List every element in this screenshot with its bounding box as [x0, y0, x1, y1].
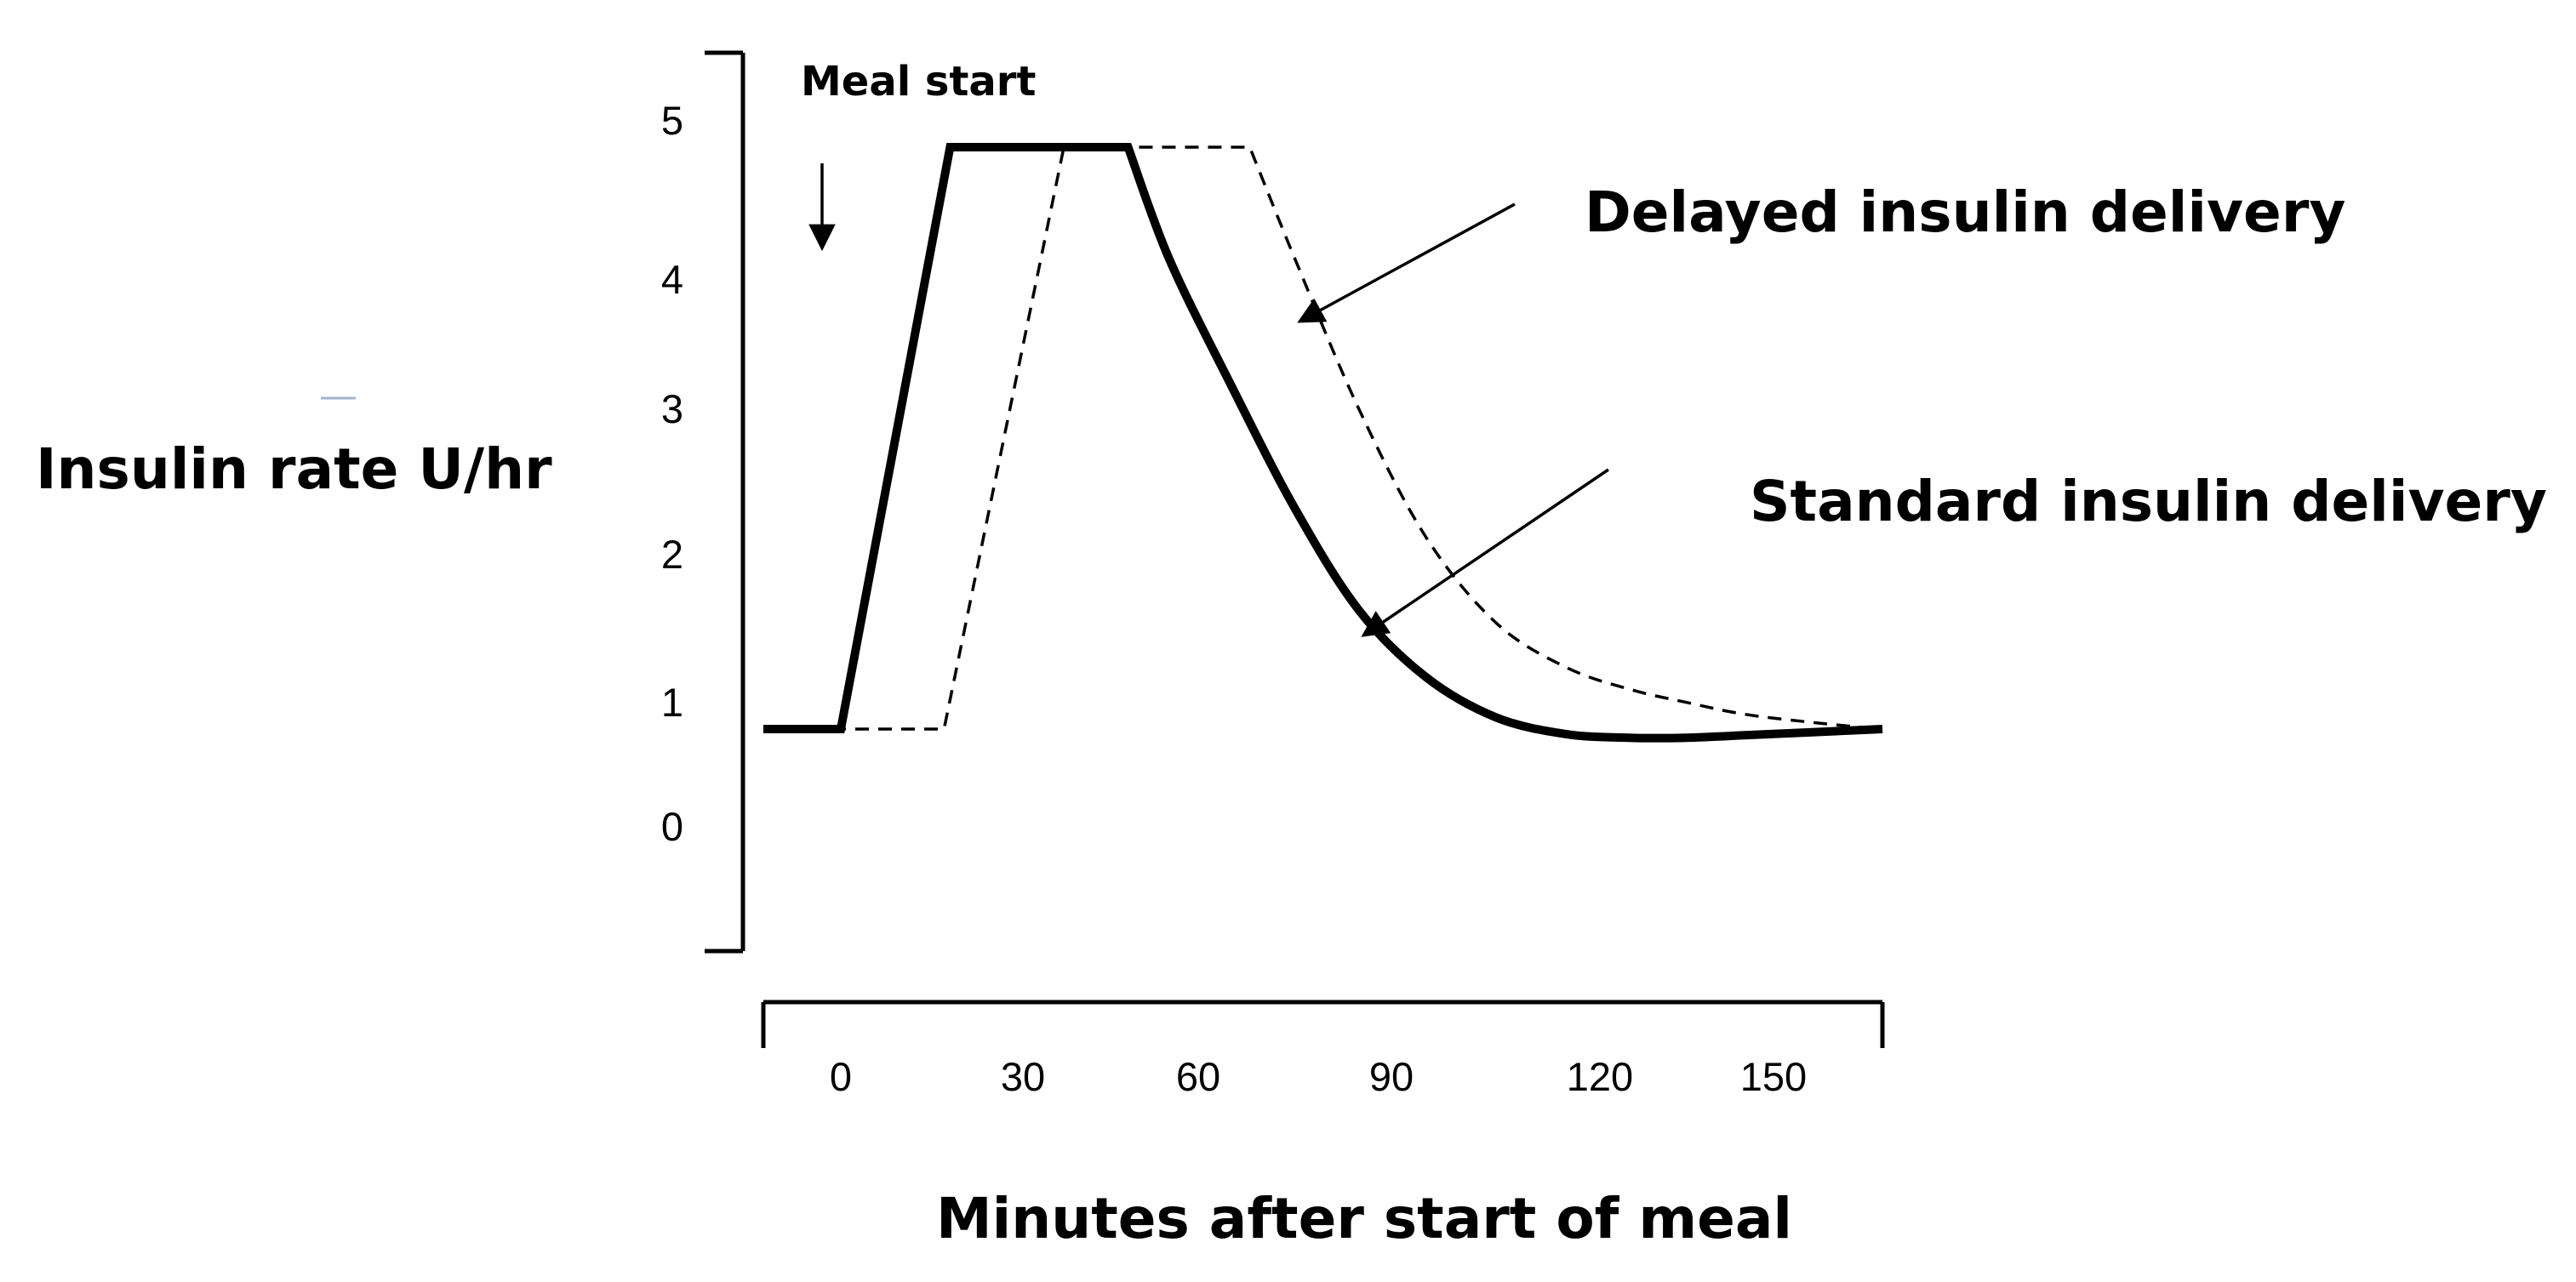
y-tick-label: 4 — [661, 257, 683, 302]
x-tick-label: 60 — [1176, 1054, 1220, 1099]
y-tick-label: 2 — [661, 532, 683, 577]
meal-start-label: Meal start — [801, 58, 1036, 105]
x-tick-label: 150 — [1740, 1054, 1807, 1099]
y-tick-label: 3 — [661, 386, 683, 431]
x-tick-labels: 0 30 60 90 120 150 — [830, 1054, 1807, 1099]
x-axis-title: Minutes after start of meal — [936, 1186, 1792, 1251]
y-tick-label: 5 — [661, 98, 683, 143]
y-axis-title: Insulin rate U/hr — [36, 436, 552, 502]
y-tick-label: 1 — [661, 680, 683, 725]
x-axis — [761, 1000, 1885, 1048]
y-tick-labels: 0 1 2 3 4 5 — [661, 98, 683, 849]
y-axis — [705, 50, 745, 954]
y-tick-label: 0 — [661, 804, 683, 849]
standard-delivery-label: Standard insulin delivery — [1750, 469, 2547, 534]
x-tick-label: 30 — [1001, 1054, 1045, 1099]
delayed-delivery-label: Delayed insulin delivery — [1585, 179, 2345, 245]
standard-insulin-delivery-line — [763, 143, 1883, 743]
x-tick-label: 120 — [1567, 1054, 1633, 1099]
x-tick-label: 90 — [1369, 1054, 1414, 1099]
delayed-insulin-delivery-line — [763, 145, 1883, 731]
x-tick-label: 0 — [830, 1054, 852, 1099]
delayed-delivery-arrow — [1297, 202, 1516, 323]
standard-delivery-arrow — [1361, 468, 1609, 637]
